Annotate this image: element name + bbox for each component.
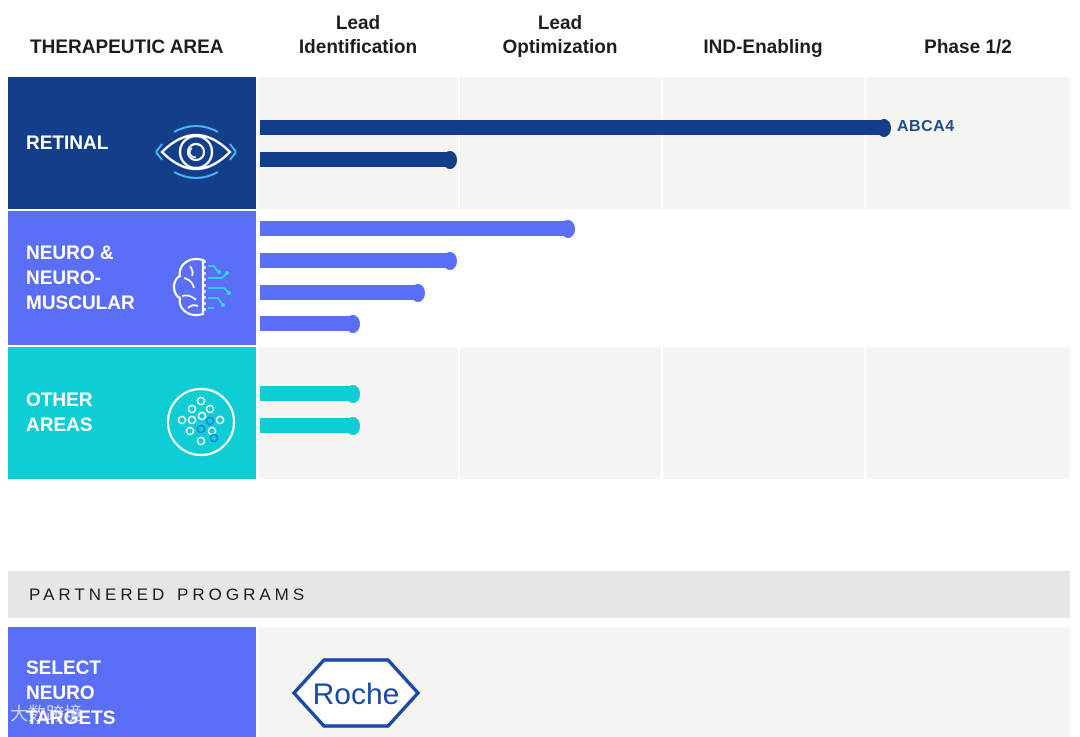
partner-cell: Roche — [258, 627, 1070, 737]
program-label-abca4: ABCA4 — [897, 118, 955, 135]
program-bar-cap — [877, 118, 891, 137]
area-label-retinal: RETINAL — [8, 77, 256, 209]
stage-lead-optimization: Lead Optimization — [502, 13, 618, 58]
program-bar-neuro-1 — [260, 219, 575, 238]
roche-logo-text: Roche — [313, 678, 400, 711]
brain-icon — [168, 227, 238, 329]
area-label-retinal-text: RETINAL — [26, 132, 109, 154]
program-bar-cap — [443, 150, 457, 169]
cells-icon — [164, 360, 238, 466]
partner-area-label: SELECT NEURO TARGETS — [8, 627, 256, 737]
pipeline-grid — [258, 77, 1070, 479]
stage-phase-1-2: Phase 1/2 — [924, 37, 1012, 58]
program-bar-other-1 — [260, 384, 360, 403]
program-bar-cap — [346, 416, 360, 435]
area-label-neuro: NEURO & NEURO- MUSCULAR — [8, 211, 256, 345]
stage-header: THERAPEUTIC AREA Lead Identification Lea… — [0, 0, 1080, 70]
program-bar-cap — [561, 219, 575, 238]
grid-band-other — [258, 347, 1070, 479]
program-bar-other-2 — [260, 416, 360, 435]
partnered-programs-heading: PARTNERED PROGRAMS — [8, 571, 1070, 618]
area-label-other-text: OTHER AREAS — [26, 390, 93, 436]
therapeutic-area-header: THERAPEUTIC AREA — [30, 37, 224, 58]
program-bar-cap — [346, 384, 360, 403]
roche-logo: Roche — [291, 658, 421, 728]
program-bar-cap — [411, 283, 425, 302]
program-bar-cap — [443, 251, 457, 270]
stage-ind-enabling: IND-Enabling — [703, 37, 823, 58]
program-bar-retinal-1 — [260, 118, 891, 137]
area-label-neuro-text: NEURO & NEURO- MUSCULAR — [26, 242, 135, 314]
program-bar-neuro-4 — [260, 314, 360, 333]
grid-band-retinal — [258, 77, 1070, 209]
area-label-other: OTHER AREAS — [8, 347, 256, 479]
program-bar-neuro-3 — [260, 283, 425, 302]
watermark: 大数跨境 — [10, 704, 82, 724]
eye-icon — [154, 97, 238, 189]
program-bar-neuro-2 — [260, 251, 457, 270]
program-bar-cap — [346, 314, 360, 333]
stage-lead-identification: Lead Identification — [298, 13, 418, 58]
program-bar-retinal-2 — [260, 150, 457, 169]
